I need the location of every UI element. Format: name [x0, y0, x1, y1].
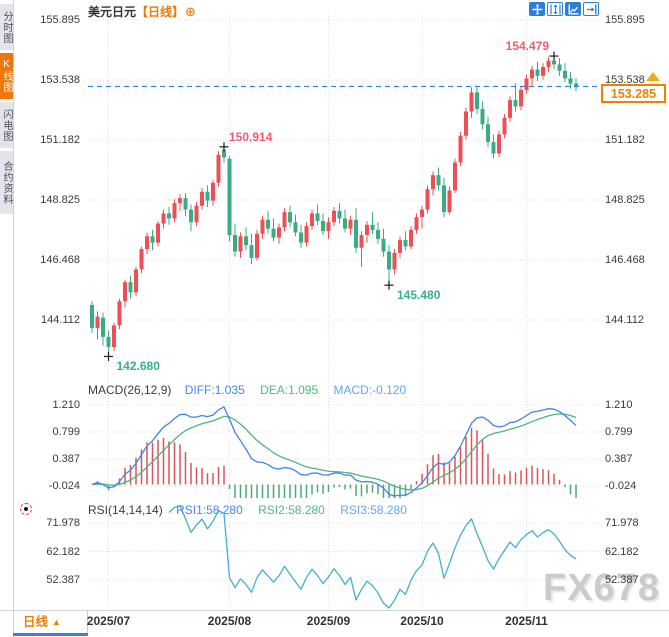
rsi-axis-label-right: 52.387	[605, 574, 639, 586]
rsi1-value: RSI1:58.280	[176, 503, 243, 517]
price-axis-label-left: 153.538	[40, 74, 80, 86]
macd-axis-label-right: 0.387	[605, 453, 633, 466]
rsi-panel-marker-icon[interactable]	[20, 503, 32, 515]
fx678-watermark: FX678	[543, 567, 660, 609]
x-axis-label: 2025/08	[207, 614, 252, 628]
period-tag: 【日线】	[136, 5, 185, 19]
macd-axis-label-right: 1.210	[605, 399, 633, 411]
chart-toolbar	[529, 2, 599, 16]
rsi-axis-label-right: 62.182	[605, 545, 639, 558]
price-axis-label-left: 155.895	[40, 14, 80, 26]
symbol-name: 美元日元	[88, 5, 137, 19]
macd-hist-value: MACD:-0.120	[333, 383, 407, 397]
sidebar-tab-time-chart[interactable]: 分时图	[0, 4, 13, 50]
macd-legend: MACD(26,12,9) DIFF:1.035 DEA:1.095 MACD:…	[88, 383, 406, 397]
x-axis-label: 2025/10	[400, 614, 444, 628]
macd-axis-label-left: 1.210	[52, 399, 80, 411]
price-axis-label-right: 146.468	[605, 254, 645, 266]
rsi-legend: RSI(14,14,14) RSI1:58.280 RSI2:58.280 RS…	[88, 503, 407, 517]
axis-scale-tool-icon[interactable]	[547, 2, 563, 16]
macd-dea-value: DEA:1.095	[260, 383, 319, 397]
rsi3-value: RSI3:58.280	[340, 503, 407, 517]
price-axis-label-right: 155.895	[605, 14, 645, 26]
goto-latest-tool-icon[interactable]	[583, 2, 599, 16]
rsi-title: RSI(14,14,14)	[88, 503, 163, 517]
crosshair-tool-icon[interactable]	[529, 2, 545, 16]
macd-diff-value: DIFF:1.035	[184, 383, 245, 397]
price-axis-label-right: 151.182	[605, 133, 645, 146]
price-axis-label-left: 148.825	[40, 194, 80, 206]
current-price-badge: 153.285	[601, 84, 666, 103]
price-axis-label-right: 153.538	[605, 74, 645, 86]
rsi2-value: RSI2:58.280	[258, 503, 325, 517]
fit-chart-tool-icon[interactable]	[565, 2, 581, 16]
macd-axis-label-left: 0.387	[52, 453, 80, 466]
macd-axis-label-left: 0.799	[52, 425, 80, 438]
rsi-axis-label-left: 62.182	[46, 545, 80, 558]
price-axis-label-left: 146.468	[40, 254, 80, 266]
chart-title: 美元日元【日线】⊕	[88, 3, 196, 20]
price-axis-label-left: 144.112	[41, 314, 80, 326]
add-indicator-icon[interactable]: ⊕	[185, 4, 196, 19]
macd-axis-label-right: -0.024	[605, 480, 637, 493]
price-axis-label-right: 144.112	[605, 314, 644, 326]
bottom-bar-divider	[0, 610, 669, 611]
sidebar-tab-flash-chart[interactable]: 闪电图	[0, 102, 13, 148]
rsi-axis-label-left: 52.387	[46, 574, 80, 586]
x-axis-label: 2025/07	[86, 614, 131, 628]
rsi-axis-label-right: 71.978	[605, 517, 639, 529]
interval-underline	[13, 633, 88, 636]
macd-axis-label-right: 0.799	[605, 425, 633, 438]
price-axis-label-right: 148.825	[605, 194, 645, 206]
interval-selector[interactable]: 日线 ▲	[13, 611, 88, 633]
annotation-low-142.680: 142.680	[116, 359, 160, 374]
annotation-low-145.480: 145.480	[397, 288, 441, 303]
interval-label: 日线	[23, 615, 49, 629]
x-axis-label: 2025/09	[306, 614, 351, 628]
sidebar-tab-contract-info[interactable]: 合约资料	[0, 151, 13, 214]
chart-type-sidebar: 分时图 K线图 闪电图 合约资料	[0, 0, 14, 637]
macd-title: MACD(26,12,9)	[88, 383, 172, 397]
annotation-high-154.479: 154.479	[505, 39, 549, 54]
macd-axis-label-left: -0.024	[48, 480, 80, 493]
rsi-axis-label-left: 71.978	[46, 517, 80, 529]
annotation-high-150.914: 150.914	[229, 129, 273, 144]
sidebar-tab-kline-chart[interactable]: K线图	[0, 53, 13, 99]
interval-arrow-icon: ▲	[52, 617, 61, 627]
price-axis-label-left: 151.182	[40, 133, 80, 146]
x-axis-label: 2025/11	[505, 614, 548, 628]
price-up-arrow-icon	[646, 72, 660, 81]
